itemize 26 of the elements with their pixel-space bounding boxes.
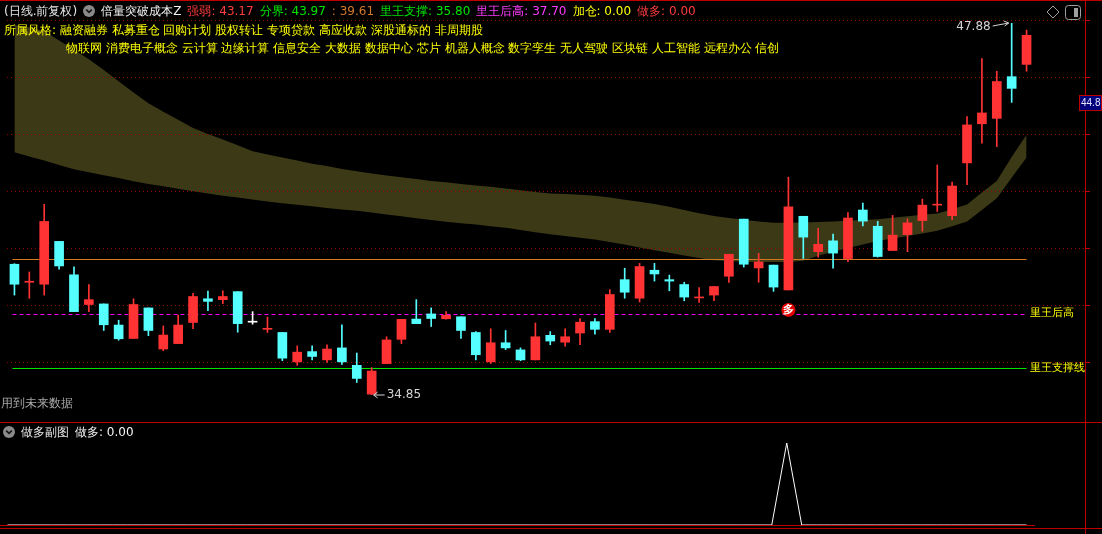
candlestick: [203, 290, 213, 312]
text: 分界: 43.97: [259, 4, 326, 18]
annotation: 物联网 消费电子概念 云计算 边缘计算 信息安全 大数据 数据中心 芯片 机器人概念 数字孪生 无人驾驶 区块链 人工智能 远程办公 信创: [66, 41, 780, 55]
text: 用到未来数据: [1, 396, 73, 410]
text: 加仓: 0.00: [572, 4, 632, 18]
annotation: 47.88: [956, 19, 991, 34]
annotation: 34.85: [386, 387, 422, 402]
candlestick: [217, 290, 228, 304]
text: : 39.61: [331, 4, 375, 18]
candlestick: [84, 284, 94, 312]
candlestick: [977, 58, 987, 144]
text: 做多: 0.00: [75, 425, 134, 439]
text: 倍量突破成本Z: [101, 4, 182, 18]
annotation: 所属风格: 融资融券 私募重仓 回购计划 股权转让 专项贷款 高应收款 深股通标的 非周期股: [4, 23, 483, 37]
text: 里王支撑: 35.80: [380, 4, 471, 18]
candlestick: [411, 299, 422, 324]
text: 做多: 0.00: [637, 4, 696, 18]
ref-line-label: 里王后高: [1029, 306, 1074, 320]
series-label: 多: [782, 303, 794, 317]
text: 强弱: 43.17: [187, 4, 254, 18]
text: 里王后高: 37.70: [476, 4, 567, 18]
text: 44.8: [1081, 97, 1101, 108]
chart-title: (日线.前复权): [4, 4, 78, 18]
ref-line-label: 里王支撑线: [1029, 360, 1085, 374]
candlestick: [24, 271, 35, 299]
chart-title: 做多副图: [21, 425, 69, 439]
